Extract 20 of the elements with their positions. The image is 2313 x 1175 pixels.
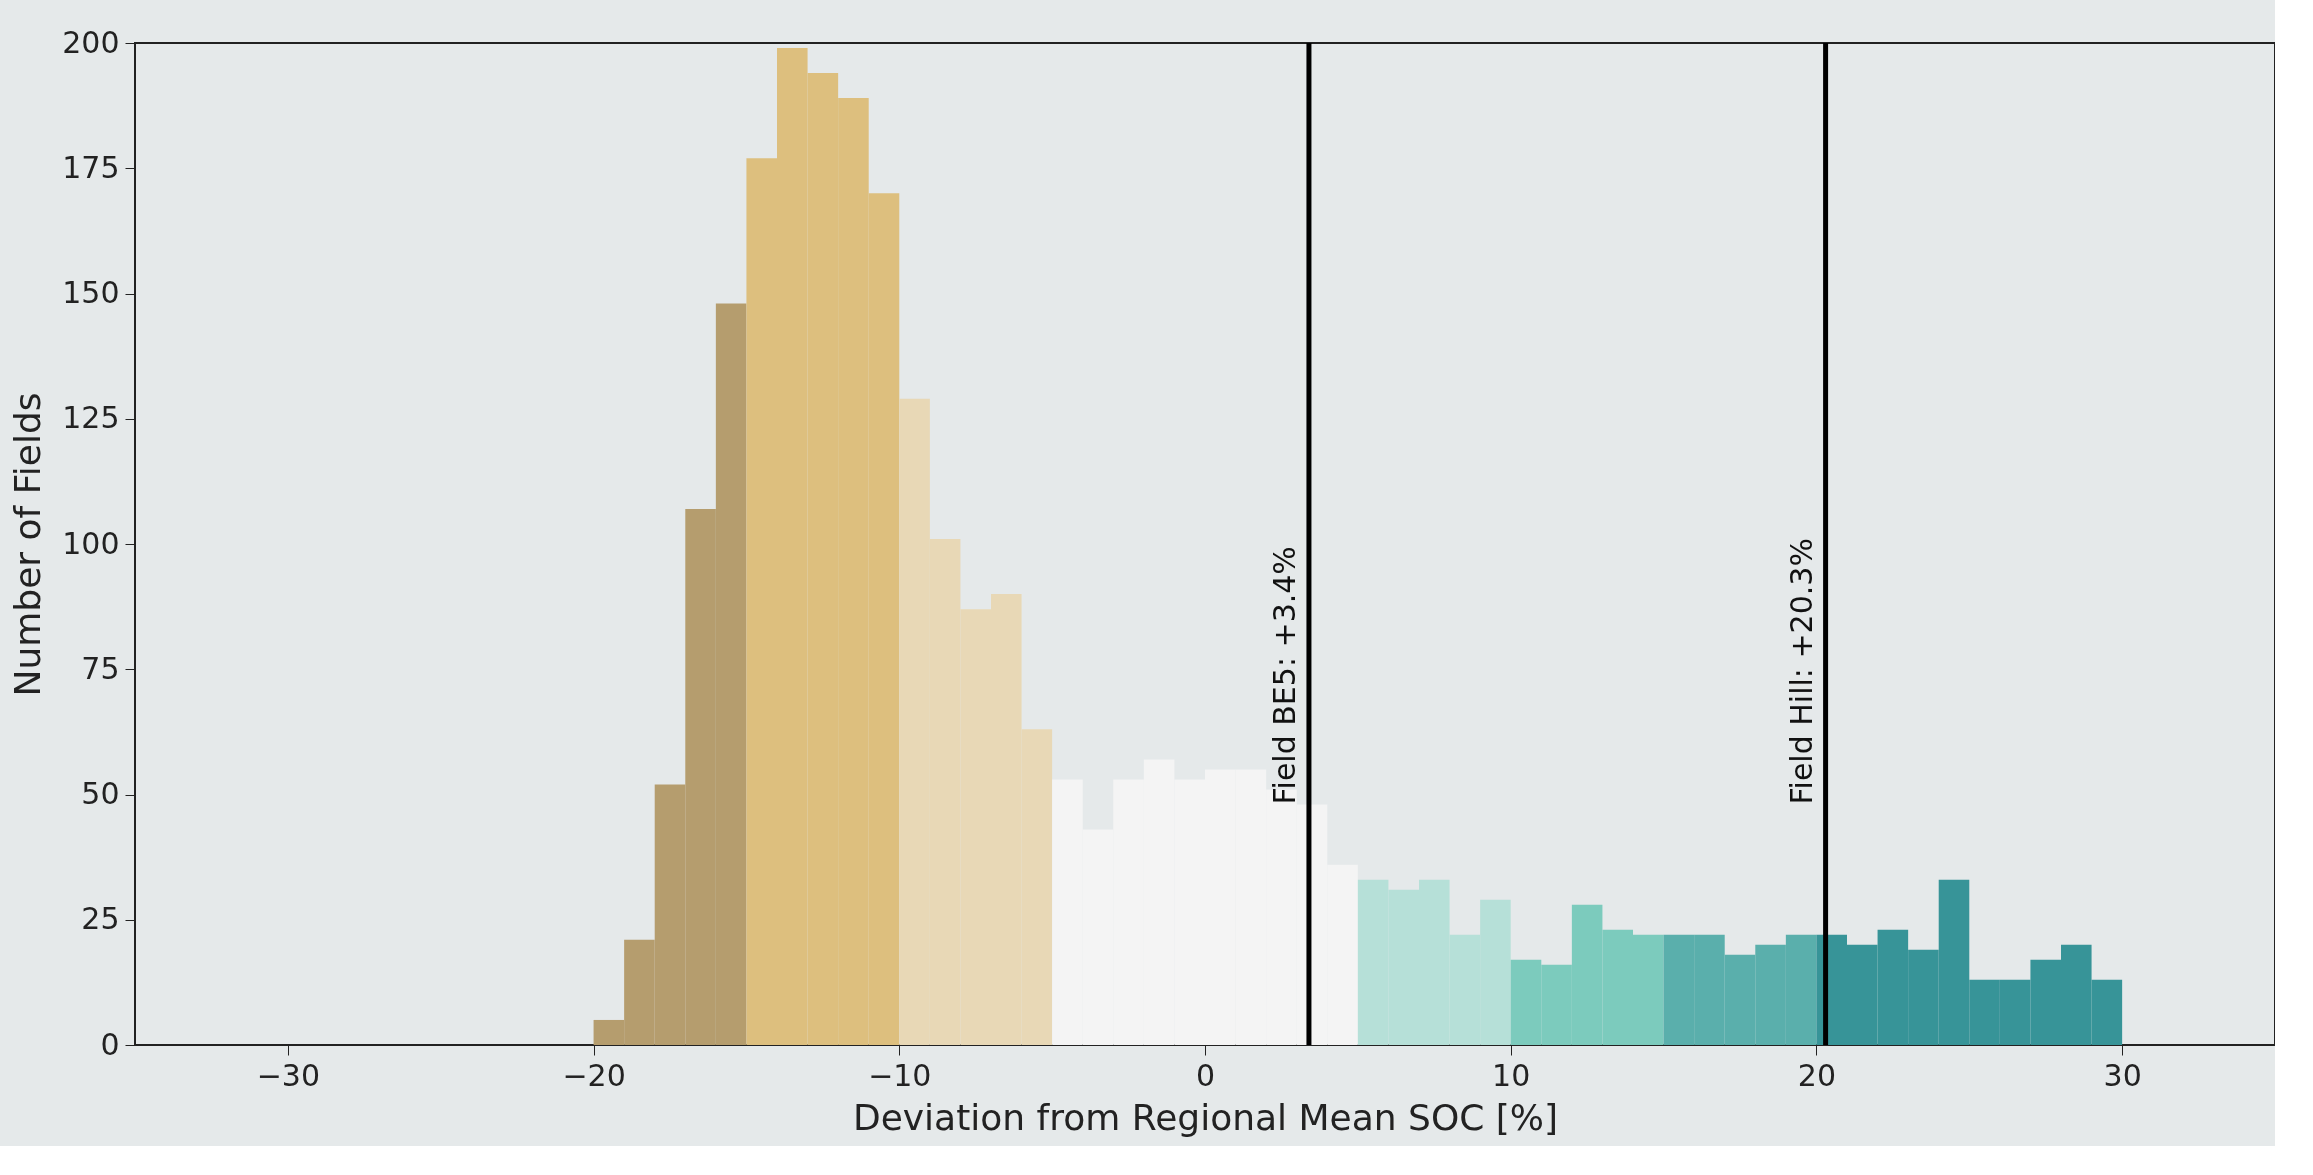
- x-tick-label: −10: [868, 1057, 932, 1093]
- y-tick-label: 200: [62, 24, 120, 60]
- y-tick-label: 100: [62, 525, 120, 561]
- y-tick-label: 125: [62, 400, 120, 436]
- x-tick-label: 10: [1492, 1057, 1531, 1093]
- ref-line-label: Field Hill: +20.3%: [1783, 538, 1819, 805]
- y-tick-label: 175: [62, 149, 120, 185]
- y-tick-label: 50: [81, 776, 120, 811]
- x-tick-label: −30: [256, 1057, 321, 1093]
- y-axis-title: Number of Fields: [7, 392, 49, 697]
- x-tick-label: 20: [1797, 1057, 1837, 1093]
- y-tick-label: 75: [81, 650, 120, 686]
- x-axis-title: Deviation from Regional Mean SOC [%]: [852, 1096, 1559, 1138]
- y-tick-label: 150: [62, 275, 120, 310]
- y-tick-label: 25: [81, 901, 120, 937]
- y-tick-label: 0: [100, 1026, 120, 1062]
- x-tick-label: −20: [562, 1057, 626, 1093]
- ref-line-label: Field BE5: +3.4%: [1266, 546, 1302, 805]
- x-tick-label: 30: [2103, 1057, 2142, 1093]
- x-tick-label: 0: [1195, 1057, 1216, 1093]
